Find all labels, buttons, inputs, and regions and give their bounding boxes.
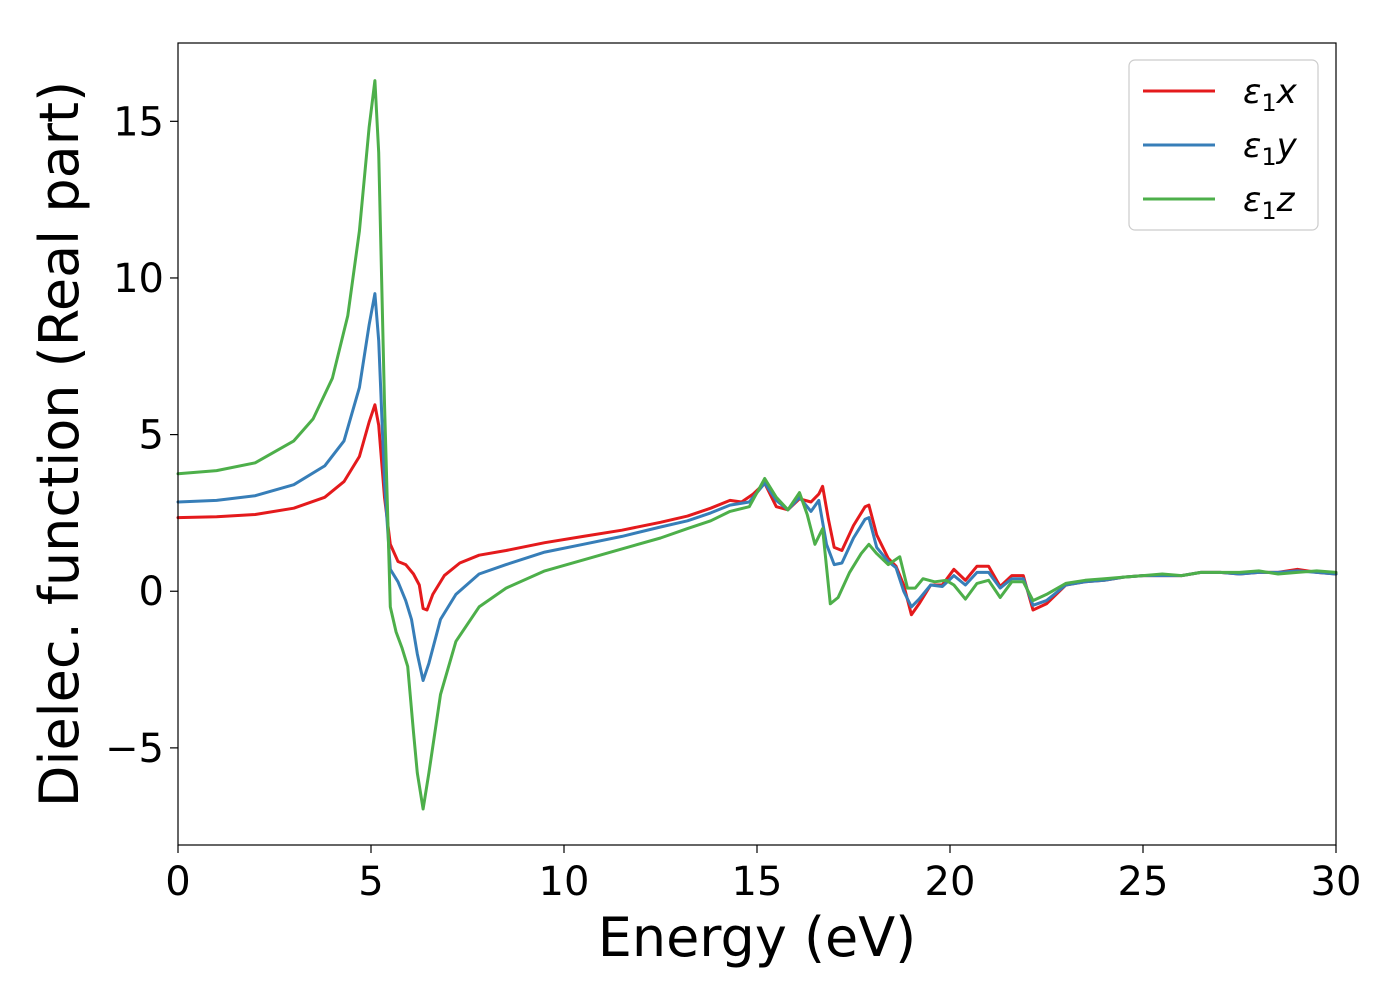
- y-axis-ticks: −5 0 5 10 15: [105, 99, 178, 772]
- x-tick-label: 10: [539, 859, 590, 905]
- legend-box: [1128, 59, 1319, 231]
- x-tick-label: 0: [165, 859, 190, 905]
- series-line-z: [176, 79, 1338, 811]
- series-line-y: [176, 292, 1338, 682]
- x-tick-label: 15: [732, 859, 783, 905]
- y-tick-label: −5: [105, 726, 164, 772]
- x-tick-label: 5: [358, 859, 383, 905]
- x-axis-label: Energy (eV): [598, 906, 917, 969]
- legend-label-x: ε1x: [1243, 72, 1298, 117]
- legend: ε1x ε1y ε1z: [1128, 59, 1319, 231]
- y-tick-label: 10: [113, 256, 164, 302]
- x-axis-ticks: 0 5 10 15 20 25 30: [165, 845, 1361, 905]
- y-tick-label: 0: [139, 569, 164, 615]
- y-axis-label: Dielec. function (Real part): [28, 81, 91, 807]
- y-tick-label: 5: [139, 413, 164, 459]
- x-tick-label: 20: [925, 859, 976, 905]
- legend-label-y: ε1y: [1243, 126, 1298, 171]
- y-tick-label: 15: [113, 99, 164, 145]
- x-tick-label: 25: [1118, 859, 1169, 905]
- x-tick-label: 30: [1311, 859, 1362, 905]
- series-layer: [176, 79, 1338, 811]
- legend-label-z: ε1z: [1243, 180, 1296, 225]
